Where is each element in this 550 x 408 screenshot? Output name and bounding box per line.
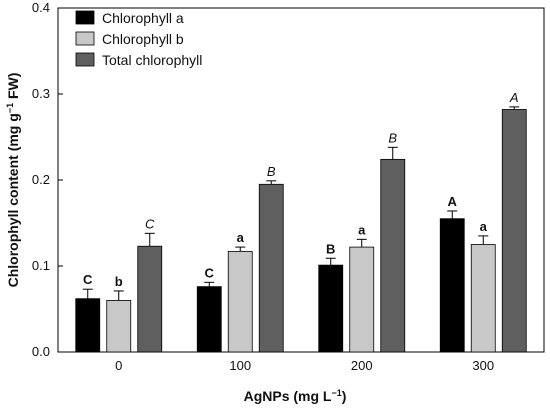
- significance-letter: C: [145, 216, 155, 231]
- significance-letter: A: [448, 194, 458, 209]
- significance-letter: B: [388, 130, 397, 145]
- y-tick-label: 0.3: [32, 86, 50, 101]
- legend: Chlorophyll a Chlorophyll b Total chloroph…: [75, 10, 202, 68]
- bar: [470, 244, 496, 353]
- bar: [196, 286, 222, 353]
- bar: [439, 218, 465, 353]
- significance-letter: C: [83, 272, 93, 287]
- significance-letter: B: [267, 164, 276, 179]
- x-tick-label: 200: [351, 358, 373, 373]
- plot-area: 0.0 0.1 0.2 0.3 0.4 0 C b C 100 Ca B 200 Ba B 300 Aa A: [32, 0, 545, 373]
- bar: [137, 245, 163, 353]
- x-tick-label: 0: [115, 358, 122, 373]
- legend-label: Chlorophyll a: [102, 10, 184, 26]
- y-tick-label: 0.1: [32, 258, 50, 273]
- legend-swatch: [75, 10, 95, 25]
- legend-label: Chlorophyll b: [102, 31, 184, 47]
- bar: [380, 158, 406, 353]
- bar: [258, 183, 284, 353]
- legend-label: Total chlorophyll: [102, 52, 202, 68]
- bar: [227, 250, 253, 353]
- x-tick-label: 300: [472, 358, 494, 373]
- y-tick-label: 0.4: [32, 0, 50, 15]
- bar: [106, 299, 132, 353]
- bar: [318, 264, 344, 353]
- significance-letter: a: [480, 219, 488, 234]
- y-tick-label: 0.0: [32, 344, 50, 359]
- significance-letter: B: [326, 241, 335, 256]
- significance-letter: b: [115, 274, 123, 289]
- significance-letter: a: [358, 222, 366, 237]
- significance-letter: A: [509, 90, 519, 105]
- bar: [501, 109, 527, 353]
- significance-letter: a: [237, 230, 245, 245]
- significance-letter: C: [205, 265, 215, 280]
- legend-swatch: [75, 31, 95, 46]
- legend-swatch: [75, 52, 95, 67]
- bar: [349, 246, 375, 353]
- x-axis-title: AgNPs (mg L−1): [244, 388, 347, 404]
- bar: [75, 298, 101, 353]
- x-tick-label: 100: [229, 358, 251, 373]
- y-axis-title: Chlorophyll content (mg g−1 FW): [5, 73, 21, 288]
- y-tick-label: 0.2: [32, 172, 50, 187]
